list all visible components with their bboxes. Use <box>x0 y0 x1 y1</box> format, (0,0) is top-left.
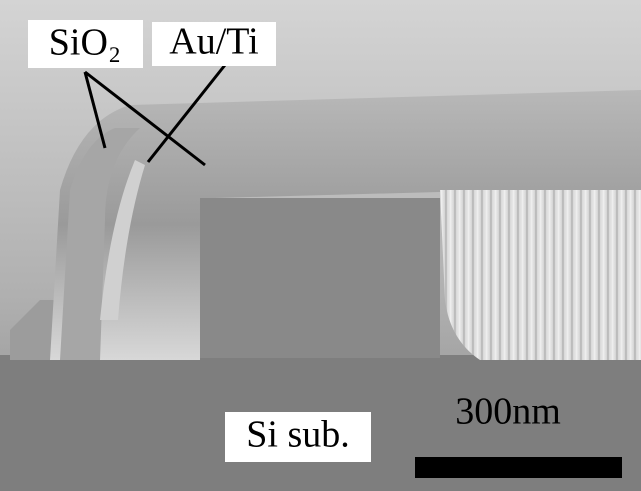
oxide-label: SiO₂ <box>49 22 121 64</box>
metal-label: Au/Ti <box>169 21 258 63</box>
sem-image: SiO₂ Au/Ti Si sub. 300nm <box>0 0 641 491</box>
scale-bar-label: 300nm <box>455 391 561 433</box>
cavity <box>200 198 440 358</box>
right-block <box>440 190 641 360</box>
substrate-label: Si sub. <box>246 414 349 456</box>
page: SiO₂ Au/Ti Si sub. 300nm (() => { const … <box>0 0 641 491</box>
scale-bar <box>415 457 622 478</box>
